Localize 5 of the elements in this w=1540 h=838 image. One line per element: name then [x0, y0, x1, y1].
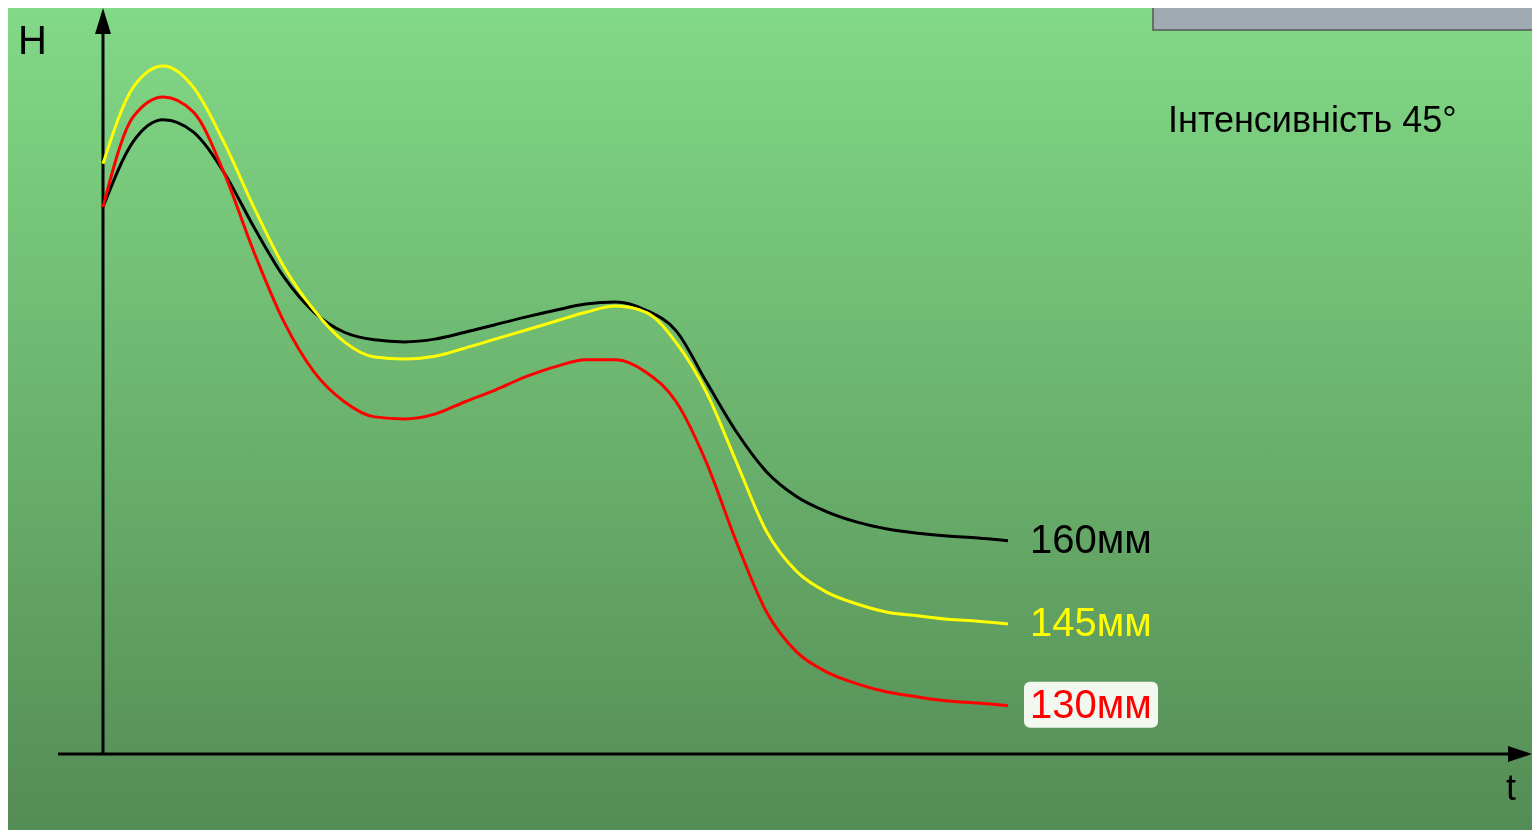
- text: t: [1506, 767, 1517, 808]
- series-label: 160мм: [1030, 516, 1152, 561]
- y-axis-title: H: [18, 18, 47, 62]
- series-label: 145мм: [1030, 599, 1152, 644]
- text: Інтенсивність 45°: [1168, 99, 1457, 140]
